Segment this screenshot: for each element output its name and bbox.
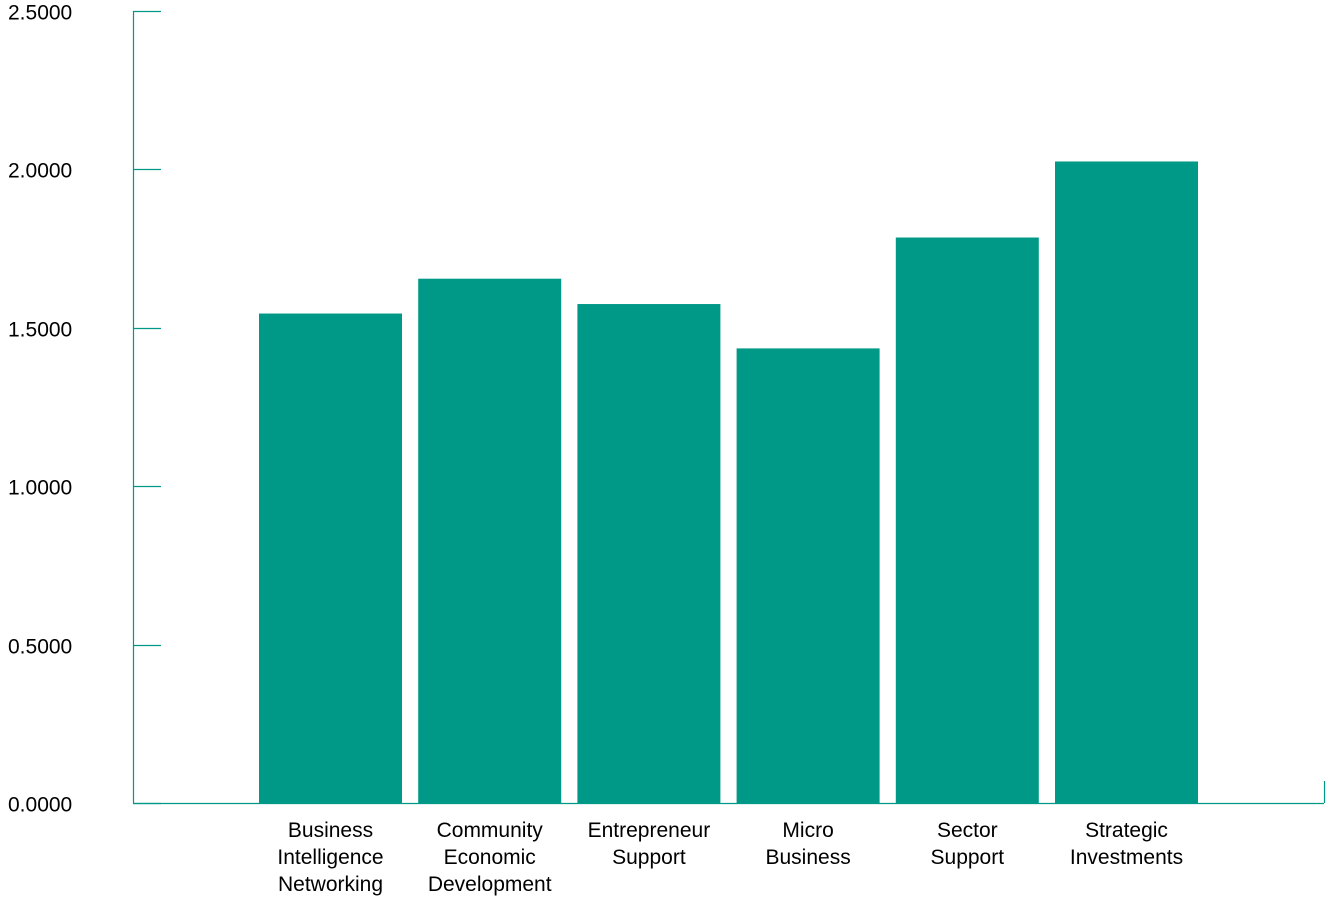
x-category-label-line: Investments [1070, 846, 1183, 869]
x-category-label-line: Sector [937, 819, 998, 842]
x-category-label-line: Support [931, 846, 1005, 869]
x-category-label: Community Economic Development [428, 819, 552, 896]
x-category-label-line: Strategic [1085, 819, 1168, 842]
x-category-label-line: Intelligence [277, 846, 383, 869]
x-category-label-line: Community [437, 819, 544, 842]
x-category-label: Entrepreneur Support [588, 819, 711, 869]
x-category-label-line: Business [288, 819, 373, 842]
bar [895, 237, 1039, 804]
x-category-label: Strategic Investments [1070, 819, 1183, 869]
axes [132, 11, 1326, 805]
bar [259, 313, 402, 803]
x-category-label-line: Networking [278, 873, 383, 896]
y-tick-label: 0.5000 [8, 636, 72, 659]
x-category-label-line: Support [612, 846, 686, 869]
y-tick-label: 2.0000 [8, 160, 72, 183]
x-category-label-line: Micro [782, 819, 833, 842]
x-category-label-line: Economic [444, 846, 536, 869]
bar [736, 348, 880, 803]
x-category-label-line: Business [765, 846, 850, 869]
x-category-label: Micro Business [765, 819, 850, 869]
x-axis-labels: Business Intelligence Networking Community E… [277, 819, 1183, 896]
x-category-label-line: Entrepreneur [588, 819, 711, 842]
bars [259, 161, 1198, 804]
x-category-label: Sector Support [931, 819, 1005, 869]
y-tick-label: 2.5000 [8, 2, 72, 25]
y-tick-label: 1.0000 [8, 477, 72, 500]
y-tick-label: 1.5000 [8, 319, 72, 342]
bar [577, 304, 721, 803]
y-axis-ticks: 0.0000 0.5000 1.0000 1.5000 2.0000 2.5000 [8, 2, 161, 817]
y-tick-label: 0.0000 [8, 794, 72, 817]
bar [1055, 161, 1198, 804]
x-category-label: Business Intelligence Networking [277, 819, 383, 896]
x-category-label-line: Development [428, 873, 552, 896]
bar [418, 278, 562, 803]
